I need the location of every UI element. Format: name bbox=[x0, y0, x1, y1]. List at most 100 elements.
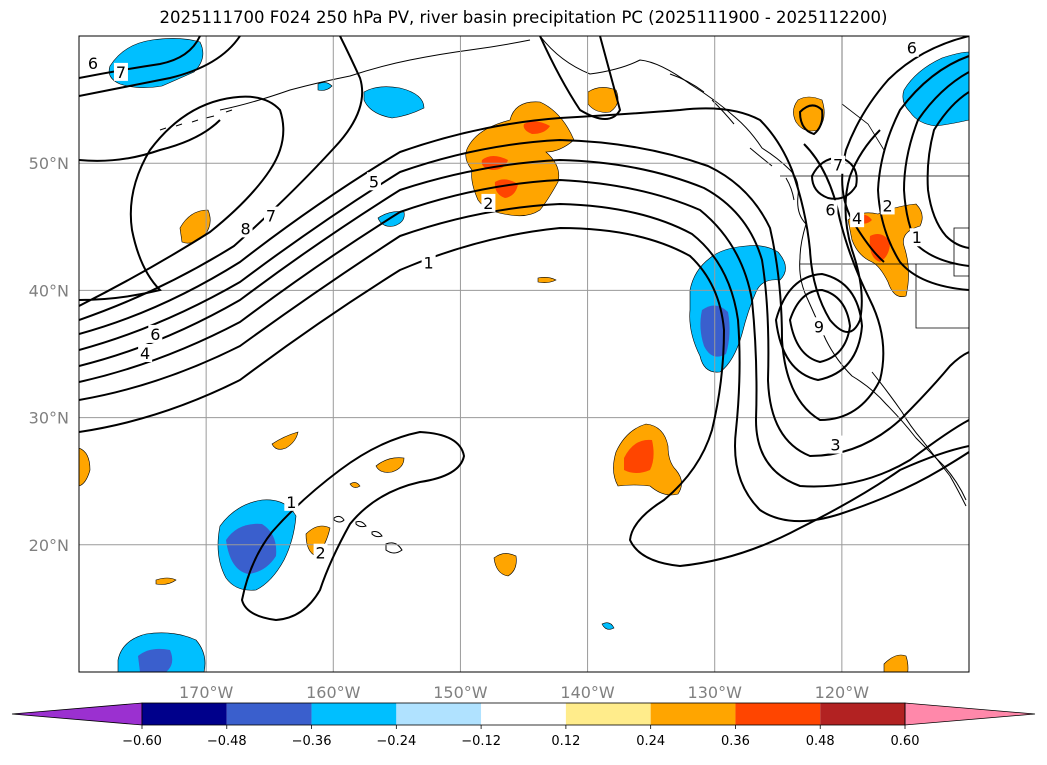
colorbar-segment bbox=[396, 703, 482, 725]
pv-contour-subtropical-cutoff bbox=[240, 430, 466, 622]
lat-tick-label: 20°N bbox=[29, 536, 69, 555]
colorbar-tick-label: 0.24 bbox=[636, 734, 665, 749]
colorbar-segment bbox=[650, 703, 736, 725]
contour-label-background bbox=[138, 344, 153, 362]
pv-contour-label: 7 bbox=[833, 156, 843, 175]
contour-label-background bbox=[831, 155, 846, 174]
contour-label-background bbox=[313, 543, 328, 562]
contour-label-background bbox=[850, 209, 865, 228]
precip-neg-core-hawaii-west bbox=[226, 523, 277, 574]
lon-tick-label: 160°W bbox=[306, 683, 361, 702]
colorbar-tick-label: 0.36 bbox=[721, 734, 750, 749]
negative-precip-shading bbox=[108, 38, 969, 672]
pv-contour-label: 2 bbox=[315, 544, 325, 563]
aleutian-islands bbox=[159, 109, 233, 131]
pv-contour-label: 1 bbox=[424, 254, 434, 273]
positive-precip-shading bbox=[79, 87, 923, 672]
lon-tick-label: 150°W bbox=[433, 683, 488, 702]
pv-contour-label: 4 bbox=[140, 344, 150, 363]
contour-label-background bbox=[366, 172, 381, 191]
pv-contour-8-jet bbox=[79, 95, 285, 307]
colorbar-tick-label: −0.12 bbox=[461, 734, 501, 749]
colorbar-tick-label: 0.12 bbox=[551, 734, 580, 749]
pv-contour-label: 2 bbox=[883, 196, 893, 215]
longitude-tick-labels: 170°W 160°W 150°W 140°W 130°W 120°W bbox=[179, 683, 869, 702]
colorbar-segment bbox=[481, 703, 566, 725]
colorbar-tick-label: 0.48 bbox=[806, 734, 835, 749]
precip-neg-core-south bbox=[138, 648, 173, 672]
colorbar-tick-label: −0.60 bbox=[122, 734, 162, 749]
pv-contour-label: 6 bbox=[88, 54, 98, 73]
lon-tick-label: 130°W bbox=[688, 683, 743, 702]
colorbar-tick-label: 0.60 bbox=[891, 734, 920, 749]
colorbar: −0.60 −0.48 −0.36 −0.24 −0.12 0.12 0.24 0.36 0.4… bbox=[11, 702, 1036, 749]
colorbar-frame bbox=[141, 702, 906, 726]
precip-core-pacific-northwest bbox=[858, 214, 890, 262]
map-title: 2025111700 F024 250 hPa PV, river basin … bbox=[159, 8, 888, 27]
contour-label-background bbox=[828, 435, 843, 454]
pv-contour-label: 4 bbox=[852, 209, 862, 228]
contour-label-background bbox=[421, 253, 436, 272]
lat-tick-label: 40°N bbox=[29, 281, 69, 300]
contour-label-background bbox=[263, 206, 278, 225]
lon-tick-label: 120°W bbox=[815, 683, 870, 702]
colorbar-segment bbox=[565, 703, 651, 725]
lat-tick-label: 30°N bbox=[29, 409, 69, 428]
pv-contours bbox=[79, 36, 969, 622]
precip-core-gulf-of-alaska bbox=[481, 121, 550, 198]
pv-contour-label: 1 bbox=[912, 228, 922, 247]
contour-label-background bbox=[148, 324, 163, 343]
contour-label-background bbox=[823, 200, 838, 219]
pv-contour-label: 9 bbox=[814, 317, 824, 336]
colorbar-segment bbox=[142, 703, 227, 725]
contour-label-background bbox=[811, 317, 826, 336]
colorbar-extend-low bbox=[11, 702, 143, 726]
colorbar-tick-label: −0.24 bbox=[376, 734, 416, 749]
hawaiian-islands bbox=[333, 515, 403, 554]
pv-contour-label: 7 bbox=[116, 63, 126, 82]
pv-contour-label: 5 bbox=[369, 172, 379, 191]
contour-label-background bbox=[909, 228, 924, 247]
contour-label-background bbox=[238, 219, 253, 238]
coastline-alaska bbox=[219, 39, 531, 111]
pv-contour-label: 6 bbox=[825, 200, 835, 219]
contour-label-background bbox=[880, 196, 895, 215]
contour-label-background bbox=[113, 62, 128, 81]
pv-contour-4-jet bbox=[79, 158, 969, 458]
precip-neg-small-blobs bbox=[317, 82, 615, 630]
precip-core-subtropical-east bbox=[624, 439, 654, 473]
lat-tick-label: 50°N bbox=[29, 154, 69, 173]
pv-contour-label: 8 bbox=[240, 219, 250, 238]
pv-contour-label: 7 bbox=[266, 207, 276, 226]
colorbar-extend-high bbox=[904, 702, 1036, 726]
contour-label-background bbox=[481, 193, 496, 212]
pv-contour-5-jet bbox=[79, 138, 885, 422]
contour-label-background bbox=[904, 38, 919, 57]
pv-contour-closed-low bbox=[774, 272, 864, 382]
colorbar-segment bbox=[311, 703, 397, 725]
pv-contour-3-jet bbox=[79, 178, 969, 488]
pv-contour-northwest bbox=[79, 36, 241, 162]
pv-contour-gulf bbox=[539, 36, 622, 120]
colorbar-segment bbox=[735, 703, 821, 725]
colorbar-segment bbox=[820, 703, 905, 725]
map-frame bbox=[78, 35, 970, 673]
pv-contour-label: 6 bbox=[907, 39, 917, 58]
pv-contour-7-jet bbox=[79, 36, 364, 321]
pv-contour-2-jet bbox=[79, 202, 969, 523]
pv-contour-canada-east bbox=[841, 36, 969, 291]
coastline-baja bbox=[871, 371, 967, 507]
colorbar-tick-label: −0.48 bbox=[207, 734, 247, 749]
colorbar-tick-label: −0.36 bbox=[292, 734, 332, 749]
latitude-tick-labels: 20°N 30°N 40°N 50°N bbox=[29, 154, 69, 555]
pv-contour-6-jet bbox=[79, 107, 881, 335]
pv-contour-1-jet bbox=[79, 226, 969, 568]
precip-neg-blob-canada bbox=[902, 51, 969, 127]
border-us-states bbox=[800, 227, 969, 329]
contour-label-background bbox=[85, 53, 100, 72]
colorbar-segment bbox=[226, 703, 312, 725]
lon-tick-label: 170°W bbox=[179, 683, 234, 702]
pv-contour-label: 3 bbox=[830, 436, 840, 455]
